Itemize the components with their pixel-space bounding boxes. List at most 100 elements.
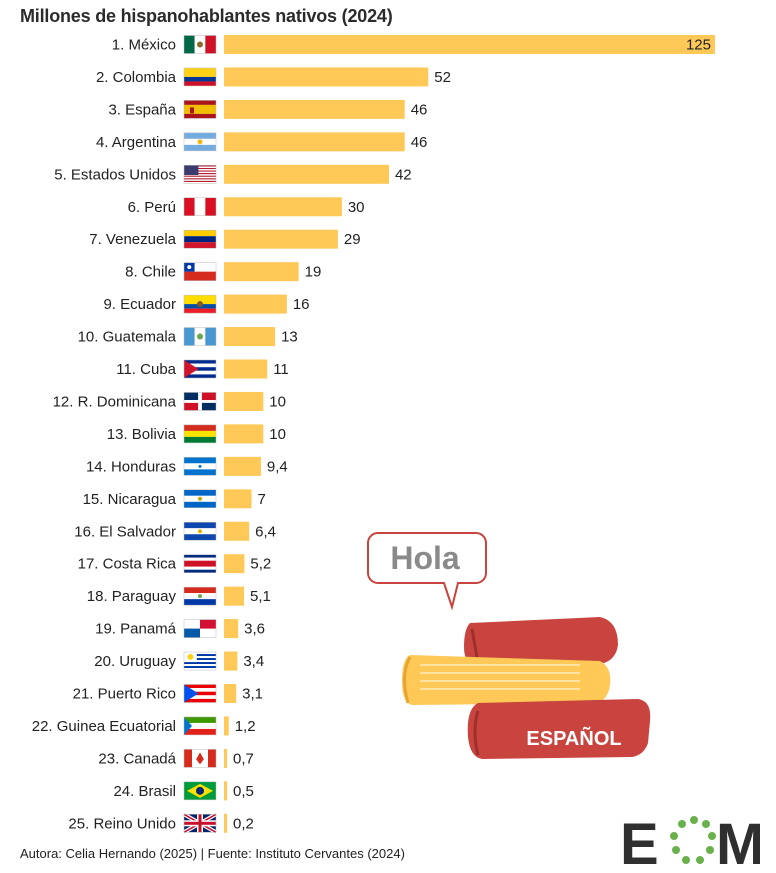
category-label: 6. Perú <box>128 199 176 216</box>
value-label: 52 <box>434 69 451 86</box>
value-label: 0,7 <box>233 750 254 767</box>
category-label: 22. Guinea Ecuatorial <box>32 718 176 735</box>
paraguay-flag-icon <box>183 586 217 606</box>
value-label: 0,5 <box>233 783 254 800</box>
category-label: 25. Reino Unido <box>68 815 176 832</box>
category-label: 12. R. Dominicana <box>53 393 177 410</box>
value-label: 19 <box>305 264 322 281</box>
bar <box>224 132 405 152</box>
panama-flag-icon <box>183 619 217 638</box>
category-label: 13. Bolivia <box>107 426 177 443</box>
value-label: 11 <box>273 361 289 378</box>
colombia-flag-icon <box>183 67 217 87</box>
category-label: 20. Uruguay <box>94 653 176 670</box>
value-label: 29 <box>344 231 361 248</box>
puerto-rico-flag-icon <box>183 684 217 703</box>
peru-flag-icon <box>183 197 217 216</box>
value-label: 30 <box>348 199 365 216</box>
category-label: 15. Nicaragua <box>83 491 177 508</box>
category-label: 16. El Salvador <box>74 523 176 540</box>
category-label: 2. Colombia <box>96 69 177 86</box>
value-label: 5,1 <box>250 588 271 605</box>
category-label: 5. Estados Unidos <box>54 166 176 183</box>
book-label: ESPAÑOL <box>526 727 621 750</box>
bar <box>224 748 227 768</box>
bar <box>224 229 338 249</box>
logo-letter-m: M <box>716 812 760 868</box>
category-label: 19. Panamá <box>95 621 177 638</box>
bar <box>224 489 252 509</box>
book-middle <box>402 655 611 705</box>
category-label: 3. España <box>108 101 176 118</box>
value-label: 125 <box>686 37 711 54</box>
category-label: 18. Paraguay <box>87 588 177 605</box>
value-label: 3,6 <box>244 621 265 638</box>
category-label: 10. Guatemala <box>78 329 177 346</box>
value-label: 6,4 <box>255 523 276 540</box>
costa-rica-flag-icon <box>183 554 217 573</box>
bar <box>224 99 405 119</box>
brazil-flag-icon <box>183 781 217 801</box>
mexico-flag-icon <box>183 35 217 54</box>
book-bottom: ESPAÑOL <box>467 699 651 759</box>
bar <box>224 651 238 671</box>
ecuador-flag-icon <box>183 294 217 314</box>
logo-dots-ring <box>670 816 716 864</box>
category-label: 7. Venezuela <box>89 231 176 248</box>
eom-logo: E M <box>620 812 760 868</box>
category-label: 9. Ecuador <box>103 296 176 313</box>
honduras-flag-icon <box>183 457 217 476</box>
value-label: 13 <box>281 329 298 346</box>
category-label: 1. México <box>112 37 176 54</box>
value-label: 5,2 <box>250 556 271 573</box>
value-label: 3,1 <box>242 686 263 703</box>
canada-flag-icon <box>183 749 217 768</box>
category-label: 4. Argentina <box>96 134 177 151</box>
equatorial-guinea-flag-icon <box>183 716 217 736</box>
category-label: 8. Chile <box>125 264 176 281</box>
dominican-republic-flag-icon <box>183 392 217 411</box>
value-label: 46 <box>411 101 428 118</box>
chile-flag-icon <box>183 262 217 281</box>
bar <box>224 586 245 606</box>
usa-flag-icon <box>183 165 217 184</box>
category-label: 23. Canadá <box>98 750 176 767</box>
uk-flag-icon <box>183 812 217 835</box>
bar <box>224 197 342 217</box>
category-label: 11. Cuba <box>116 361 176 378</box>
bar <box>224 359 268 379</box>
bar <box>224 164 389 184</box>
value-label: 42 <box>395 166 412 183</box>
logo-letter-e: E <box>620 812 659 868</box>
footer-source: Autora: Celia Hernando (2025) | Fuente: … <box>20 846 405 861</box>
bar <box>224 813 227 833</box>
bar <box>224 521 250 541</box>
bar <box>224 554 245 574</box>
books-illustration: Hola ESPAÑOL <box>367 532 651 759</box>
category-label: 24. Brasil <box>113 783 176 800</box>
spain-flag-icon <box>183 100 217 119</box>
bar <box>224 781 227 801</box>
speech-bubble: Hola <box>367 532 487 611</box>
cuba-flag-icon <box>183 359 217 379</box>
speech-bubble-text: Hola <box>390 540 460 576</box>
guatemala-flag-icon <box>183 327 217 346</box>
el-salvador-flag-icon <box>183 522 217 541</box>
value-label: 0,2 <box>233 815 254 832</box>
value-label: 7 <box>257 491 265 508</box>
bar <box>224 67 429 87</box>
bar <box>224 716 229 736</box>
bar <box>224 456 261 476</box>
category-label: 14. Honduras <box>86 458 176 475</box>
value-label: 46 <box>411 134 428 151</box>
bar <box>224 619 239 639</box>
bar <box>224 684 237 703</box>
uruguay-flag-icon <box>183 651 217 671</box>
value-label: 10 <box>269 426 286 443</box>
bar-chart: 1. México 125 2. Colombia 52 3. España 46 4. A… <box>32 35 715 835</box>
bar <box>224 262 299 282</box>
value-label: 16 <box>293 296 310 313</box>
bar <box>224 424 264 444</box>
chart-title: Millones de hispanohablantes nativos (20… <box>20 6 393 26</box>
value-label: 1,2 <box>235 718 256 735</box>
